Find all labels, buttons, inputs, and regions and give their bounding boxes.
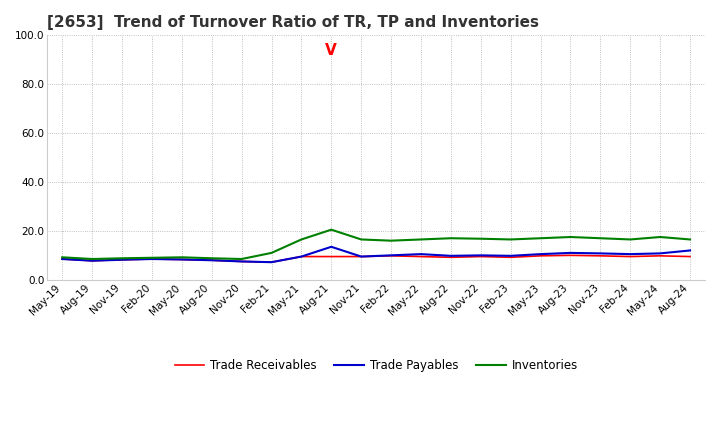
Trade Receivables <box>656 253 665 258</box>
Trade Receivables <box>566 253 575 258</box>
Trade Receivables <box>117 257 126 262</box>
Trade Payables <box>417 252 426 257</box>
Inventories <box>506 237 515 242</box>
Text: [2653]  Trend of Turnover Ratio of TR, TP and Inventories: [2653] Trend of Turnover Ratio of TR, TP… <box>48 15 539 30</box>
Inventories <box>536 235 545 241</box>
Inventories <box>327 227 336 232</box>
Trade Receivables <box>178 257 186 262</box>
Text: V: V <box>325 43 337 58</box>
Trade Payables <box>446 253 455 258</box>
Trade Payables <box>506 253 515 258</box>
Trade Payables <box>148 257 156 262</box>
Legend: Trade Receivables, Trade Payables, Inventories: Trade Receivables, Trade Payables, Inven… <box>170 354 582 377</box>
Trade Payables <box>117 257 126 262</box>
Inventories <box>88 257 96 262</box>
Inventories <box>685 237 694 242</box>
Trade Receivables <box>417 254 426 259</box>
Trade Receivables <box>596 253 605 258</box>
Trade Payables <box>88 258 96 264</box>
Trade Payables <box>477 253 485 258</box>
Inventories <box>267 250 276 256</box>
Trade Receivables <box>357 254 366 259</box>
Line: Trade Payables: Trade Payables <box>62 247 690 262</box>
Trade Receivables <box>536 253 545 258</box>
Line: Trade Receivables: Trade Receivables <box>62 255 690 262</box>
Trade Receivables <box>267 260 276 265</box>
Trade Receivables <box>446 255 455 260</box>
Trade Payables <box>58 257 66 262</box>
Trade Receivables <box>327 254 336 259</box>
Inventories <box>357 237 366 242</box>
Trade Payables <box>656 251 665 256</box>
Inventories <box>207 256 216 261</box>
Trade Receivables <box>387 253 395 258</box>
Trade Receivables <box>626 254 634 259</box>
Inventories <box>178 255 186 260</box>
Trade Receivables <box>58 257 66 262</box>
Inventories <box>626 237 634 242</box>
Inventories <box>656 235 665 240</box>
Trade Payables <box>596 251 605 256</box>
Trade Payables <box>685 248 694 253</box>
Trade Payables <box>626 252 634 257</box>
Trade Payables <box>267 260 276 265</box>
Trade Payables <box>207 257 216 263</box>
Trade Payables <box>357 254 366 259</box>
Trade Receivables <box>207 257 216 263</box>
Inventories <box>417 237 426 242</box>
Trade Payables <box>566 250 575 256</box>
Trade Payables <box>238 259 246 264</box>
Inventories <box>117 256 126 261</box>
Trade Receivables <box>685 254 694 259</box>
Line: Inventories: Inventories <box>62 230 690 259</box>
Trade Receivables <box>148 257 156 262</box>
Trade Receivables <box>477 254 485 259</box>
Inventories <box>238 257 246 262</box>
Inventories <box>566 235 575 240</box>
Trade Payables <box>536 252 545 257</box>
Trade Receivables <box>506 255 515 260</box>
Trade Payables <box>387 253 395 258</box>
Inventories <box>58 255 66 260</box>
Inventories <box>148 255 156 260</box>
Trade Receivables <box>88 258 96 264</box>
Trade Receivables <box>238 259 246 264</box>
Inventories <box>477 236 485 242</box>
Trade Payables <box>178 257 186 262</box>
Inventories <box>387 238 395 243</box>
Trade Receivables <box>297 254 306 259</box>
Inventories <box>446 235 455 241</box>
Trade Payables <box>327 244 336 249</box>
Inventories <box>297 237 306 242</box>
Inventories <box>596 235 605 241</box>
Trade Payables <box>297 254 306 259</box>
